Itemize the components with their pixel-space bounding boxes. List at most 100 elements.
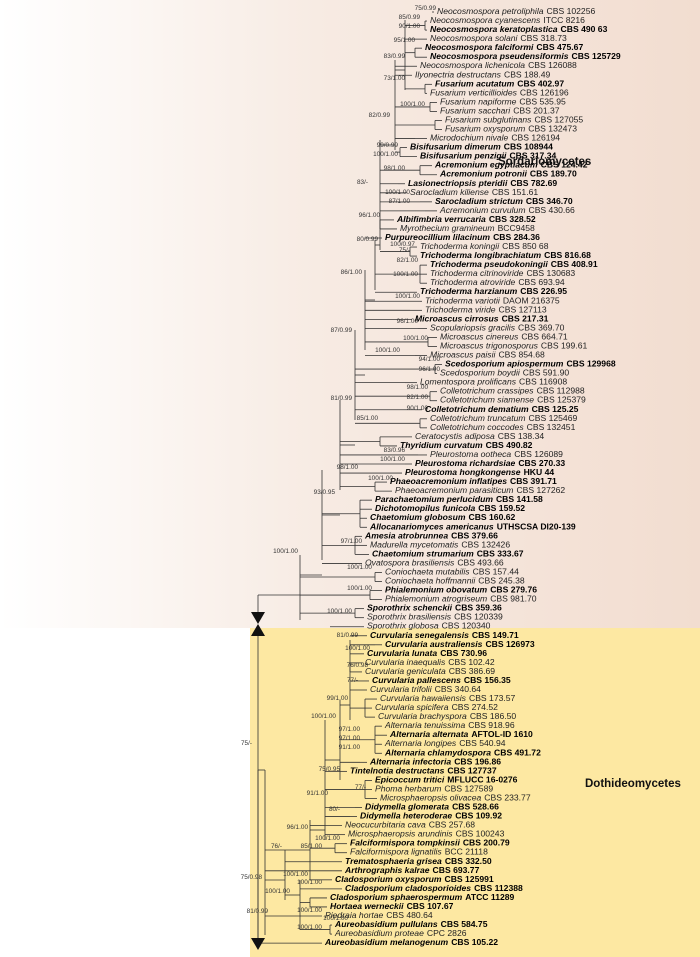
taxon-label: Colletotrichum crassipes CBS 112988 <box>440 386 585 396</box>
strain-id: CBS 584.75 <box>441 919 488 929</box>
taxon-label: Lomentospora prolificans CBS 116908 <box>420 377 567 387</box>
strain-id: CBS 201.37 <box>513 106 560 116</box>
taxon-label: Sporothrix brasiliensis CBS 120339 <box>367 612 503 622</box>
tree-branches <box>251 11 442 950</box>
taxon-name: Curvularia pallescens <box>372 675 461 685</box>
strain-id: CBS 226.95 <box>520 287 567 297</box>
taxon-name: Epicoccum tritici <box>375 775 445 785</box>
strain-id: CBS 274.52 <box>452 702 499 712</box>
strain-id: CBS 157.44 <box>473 567 520 577</box>
support-value: 86/1.00 <box>341 269 363 276</box>
taxon-label: Phaeoacremonium inflatipes CBS 391.71 <box>390 476 557 486</box>
taxon-name: Alternaria tenuissima <box>384 720 465 730</box>
strain-id: CBS 126089 <box>514 449 563 459</box>
taxon-label: Purpureocillium lilacinum CBS 284.36 <box>385 232 540 242</box>
taxon-name: Trichoderma longibrachiatum <box>420 250 541 260</box>
taxon-label: Falciformispora lignatilis BCC 21118 <box>350 847 488 857</box>
strain-id: CBS 730.96 <box>440 648 487 658</box>
taxon-label: Sporothrix schenckii CBS 359.36 <box>367 603 502 613</box>
taxon-label: Trichoderma citrinoviride CBS 130683 <box>430 268 575 278</box>
strain-id: CBS 981.70 <box>490 594 537 604</box>
taxon-label: Colletotrichum truncatum CBS 125469 <box>430 413 577 423</box>
taxon-label: Microascus cinereus CBS 664.71 <box>440 332 568 342</box>
taxon-label: Parachaetomium perlucidum CBS 141.58 <box>375 494 543 504</box>
strain-id: CBS 386.69 <box>449 666 496 676</box>
taxon-name: Sporothrix brasiliensis <box>367 612 452 622</box>
support-value: 100/1.00 <box>347 564 372 571</box>
strain-id: CBS 124.42 <box>541 160 588 170</box>
taxon-name: Neocosmospora cyanescens <box>430 15 541 25</box>
taxon-name: Chaetomium strumarium <box>372 549 474 559</box>
support-value: 96/1.00 <box>359 212 381 219</box>
strain-id: CBS 189.70 <box>530 169 577 179</box>
strain-id: CBS 490 63 <box>561 24 608 34</box>
taxon-label: Colletotrichum coccodes CBS 132451 <box>430 422 576 432</box>
arrow-down <box>251 938 265 950</box>
taxon-label: Acremonium potronii CBS 189.70 <box>439 169 577 179</box>
strain-id: CBS 125469 <box>529 413 578 423</box>
taxon-name: Parachaetomium perlucidum <box>375 494 493 504</box>
strain-id: CBS 105.22 <box>451 937 498 947</box>
strain-id: UTHSCSA DI20-139 <box>497 522 576 532</box>
support-value: 100/1.00 <box>373 151 398 158</box>
support-value: 85/1.00 <box>301 843 323 850</box>
strain-id: ITCC 8216 <box>543 15 585 25</box>
taxon-name: Neocosmospora pseudensiformis <box>430 51 569 61</box>
taxon-label: Phaeoacremonium parasiticum CBS 127262 <box>395 485 565 495</box>
taxon-name: Trichoderma viride <box>425 305 496 315</box>
taxon-name: Cladosporium oxysporum <box>335 874 442 884</box>
taxon-label: Trichoderma pseudokoningii CBS 408.91 <box>430 259 598 269</box>
strain-id: CBS 112388 <box>474 883 523 893</box>
strain-id: CBS 328.52 <box>489 214 536 224</box>
taxon-name: Trichoderma koningii <box>420 241 500 251</box>
taxon-name: Trichoderma harzianum <box>420 287 518 297</box>
strain-id: CBS 141.58 <box>496 494 543 504</box>
taxon-name: Hortaea werneckii <box>330 901 404 911</box>
strain-id: CBS 159.52 <box>478 503 525 513</box>
strain-id: CBS 173.57 <box>469 693 516 703</box>
support-value: 87/0.99 <box>331 327 353 334</box>
taxon-name: Falciformispora lignatilis <box>350 847 442 857</box>
taxon-label: Curvularia inaequalis CBS 102.42 <box>365 657 495 667</box>
taxon-name: Alternaria longipes <box>384 739 457 749</box>
taxon-name: Madurella mycetomatis <box>370 540 459 550</box>
support-value: 85/1.00 <box>357 415 379 422</box>
support-value: 80/- <box>329 806 340 813</box>
taxon-label: Alternaria chlamydospora CBS 491.72 <box>384 748 541 758</box>
taxon-label: Trichoderma harzianum CBS 226.95 <box>420 287 567 297</box>
strain-id: CBS 125991 <box>444 874 493 884</box>
taxon-name: Fusarium napiforme <box>440 97 517 107</box>
strain-id: CBS 340.64 <box>435 684 482 694</box>
taxon-name: Phaeoacremonium inflatipes <box>390 476 507 486</box>
strain-id: CBS 359.36 <box>455 603 502 613</box>
support-value: 97/1.00 <box>341 538 363 545</box>
support-value: 100/1.00 <box>345 645 370 652</box>
tree-labels: Neocosmospora petroliphila CBS 102256Neoc… <box>241 5 681 947</box>
taxon-label: Trichoderma variotii DAOM 216375 <box>425 296 560 306</box>
support-value: 75/- <box>241 740 252 747</box>
taxon-name: Alternaria alternata <box>389 729 469 739</box>
taxon-name: Trematosphaeria grisea <box>345 856 442 866</box>
taxon-label: Pleurostoma hongkongense HKU 44 <box>405 467 554 477</box>
taxon-label: Alternaria infectoria CBS 196.86 <box>369 757 501 767</box>
support-value: 77/- <box>355 784 366 791</box>
strain-id: CBS 132451 <box>527 422 576 432</box>
taxon-label: Curvularia hawaiiensis CBS 173.57 <box>380 693 516 703</box>
taxon-name: Curvularia australiensis <box>385 639 483 649</box>
strain-id: MFLUCC 16-0276 <box>447 775 517 785</box>
taxon-label: Pleurostoma richardsiae CBS 270.33 <box>415 458 565 468</box>
taxon-label: Lasionectriopsis pteridii CBS 782.69 <box>408 178 557 188</box>
taxon-name: Neocosmospora lichenicola <box>420 61 525 71</box>
strain-id: CBS 535.95 <box>519 97 566 107</box>
taxon-label: Albifimbria verrucaria CBS 328.52 <box>396 214 536 224</box>
taxon-name: Sporothrix schenckii <box>367 603 453 613</box>
taxon-name: Fusarium sacchari <box>440 106 511 116</box>
strain-id: HKU 44 <box>524 467 555 477</box>
support-value: 76/- <box>271 843 282 850</box>
taxon-name: Ilyonectria destructans <box>415 70 502 80</box>
taxon-label: Curvularia spicifera CBS 274.52 <box>375 702 498 712</box>
taxon-name: Sarocladium strictum <box>435 196 523 206</box>
taxon-label: Acremonium curvulum CBS 430.66 <box>439 205 575 215</box>
taxon-name: Thyridium curvatum <box>400 440 483 450</box>
